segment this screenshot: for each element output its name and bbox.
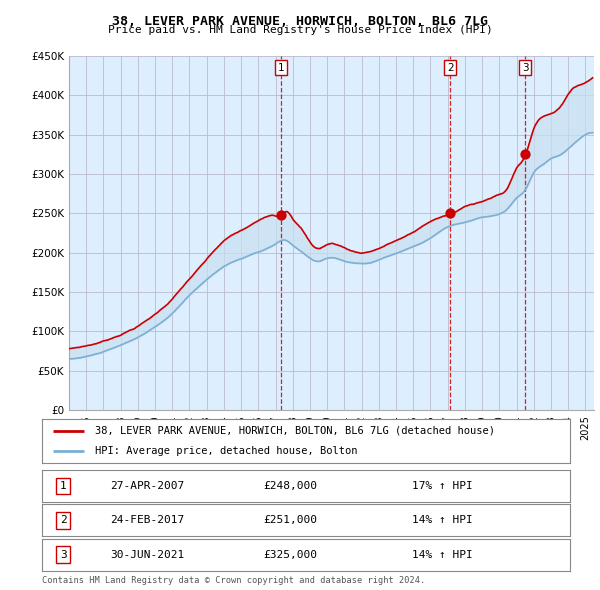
- Text: 30-JUN-2021: 30-JUN-2021: [110, 550, 185, 559]
- Text: 3: 3: [522, 63, 529, 73]
- Point: [276, 210, 286, 219]
- Text: 2: 2: [60, 516, 67, 525]
- Text: 14% ↑ HPI: 14% ↑ HPI: [412, 516, 472, 525]
- Text: 14% ↑ HPI: 14% ↑ HPI: [412, 550, 472, 559]
- Text: 17% ↑ HPI: 17% ↑ HPI: [412, 481, 472, 491]
- Text: 24-FEB-2017: 24-FEB-2017: [110, 516, 185, 525]
- Text: £251,000: £251,000: [263, 516, 317, 525]
- Text: Contains HM Land Registry data © Crown copyright and database right 2024.: Contains HM Land Registry data © Crown c…: [42, 576, 425, 585]
- Text: 1: 1: [278, 63, 284, 73]
- Text: 38, LEVER PARK AVENUE, HORWICH, BOLTON, BL6 7LG (detached house): 38, LEVER PARK AVENUE, HORWICH, BOLTON, …: [95, 426, 495, 436]
- Text: Price paid vs. HM Land Registry's House Price Index (HPI): Price paid vs. HM Land Registry's House …: [107, 25, 493, 35]
- Point: [520, 150, 530, 159]
- Text: 38, LEVER PARK AVENUE, HORWICH, BOLTON, BL6 7LG: 38, LEVER PARK AVENUE, HORWICH, BOLTON, …: [112, 15, 488, 28]
- Point: [445, 208, 455, 217]
- Text: 1: 1: [60, 481, 67, 491]
- Text: 2: 2: [447, 63, 454, 73]
- Text: £325,000: £325,000: [263, 550, 317, 559]
- Text: 27-APR-2007: 27-APR-2007: [110, 481, 185, 491]
- Text: 3: 3: [60, 550, 67, 559]
- Text: HPI: Average price, detached house, Bolton: HPI: Average price, detached house, Bolt…: [95, 446, 358, 456]
- Text: £248,000: £248,000: [263, 481, 317, 491]
